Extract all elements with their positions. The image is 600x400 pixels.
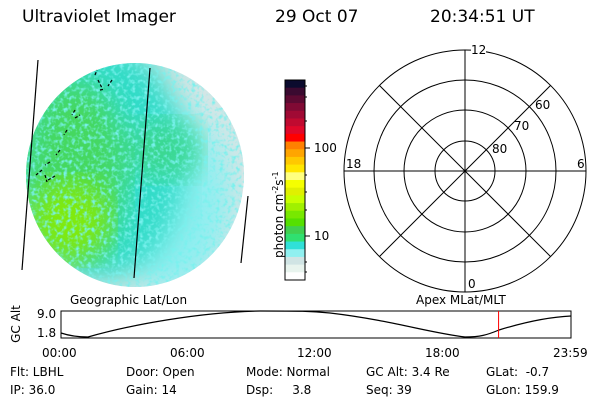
gain-info: Gain: 14 (126, 383, 177, 397)
colorbar-tick-10: 10 (314, 229, 330, 243)
colorbar-band (285, 95, 305, 104)
time-label: 20:34:51 UT (430, 7, 535, 27)
colorbar-band (285, 110, 305, 119)
colorbar-band (285, 180, 305, 189)
xtick-1800: 18:00 (425, 346, 460, 360)
colorbar-band (285, 272, 305, 281)
colorbar-band (285, 249, 305, 258)
glon-info: GLon: 159.9 (486, 383, 559, 397)
xtick-0000: 00:00 (42, 346, 77, 360)
colorbar-band (285, 87, 305, 96)
lat-label-80: 80 (492, 142, 508, 156)
xtick-1200: 12:00 (297, 346, 332, 360)
colorbar-band (285, 118, 305, 127)
dsp-info: Dsp: 3.8 (246, 383, 312, 397)
colorbar-band (285, 133, 305, 143)
lat-label-60: 60 (535, 98, 551, 112)
colorbar-band (285, 187, 305, 196)
colorbar-band (285, 126, 305, 135)
colorbar-band (285, 210, 305, 219)
mode-info: Mode: Normal (246, 365, 330, 379)
ip-info: IP: 36.0 (10, 383, 56, 397)
colorbar-band (285, 203, 305, 212)
colorbar-band (285, 149, 305, 158)
gc-alt-info: GC Alt: 3.4 Re (366, 365, 450, 379)
ytick-1-8: 1.8 (37, 326, 57, 340)
colorbar-band (285, 172, 305, 181)
colorbar-band (285, 256, 305, 266)
colorbar-band (285, 241, 305, 250)
colorbar-band (285, 218, 305, 227)
colorbar-band (285, 156, 305, 166)
colorbar-band (285, 103, 305, 112)
grid-lines (21, 59, 249, 279)
filter-info: Flt: LBHL (10, 365, 64, 379)
apex-title: Apex MLat/MLT (416, 293, 506, 307)
mlt-label-0: 0 (468, 277, 476, 291)
colorbar-band (285, 195, 305, 204)
date-label: 29 Oct 07 (275, 7, 359, 27)
geographic-title: Geographic Lat/Lon (70, 293, 188, 307)
door-info: Door: Open (126, 365, 195, 379)
ytick-9: 9.0 (37, 307, 57, 321)
mlt-label-6: 6 (577, 157, 585, 171)
instrument-title: Ultraviolet Imager (22, 7, 176, 27)
xtick-2359: 23:59 (553, 346, 588, 360)
mlt-label-18: 18 (346, 157, 362, 171)
colorbar-band (285, 141, 305, 150)
lat-label-70: 70 (514, 119, 530, 133)
colorbar-band (285, 164, 305, 173)
mlt-label-12: 12 (471, 43, 487, 57)
colorbar-band (285, 264, 305, 273)
colorbar-tick-100: 100 (314, 141, 337, 155)
seq-info: Seq: 39 (366, 383, 412, 397)
colorbar-ticks (305, 85, 310, 273)
colorbar-band (285, 226, 305, 235)
colorbar-band (285, 80, 305, 89)
glat-info: GLat: -0.7 (486, 365, 550, 379)
xtick-0600: 06:00 (170, 346, 205, 360)
colorbar-band (285, 233, 305, 243)
